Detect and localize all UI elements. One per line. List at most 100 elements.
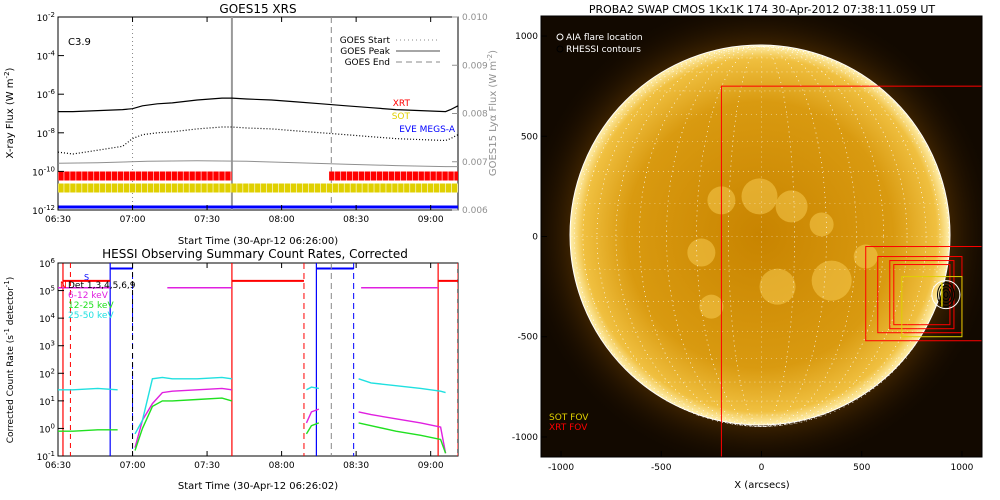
- swap-legend-label: AIA flare location: [566, 33, 643, 43]
- hessi-y-tick-label: 104: [39, 312, 55, 325]
- goes-legend-label: GOES End: [345, 58, 390, 68]
- hessi-plot-frame: [57, 262, 459, 457]
- hessi-series-1-seg-1: [134, 397, 233, 451]
- goes-xrs-panel: GOES15 XRS 06:30 07:00 07:30 08:00 08:30 09:0…: [3, 2, 499, 247]
- hessi-y-tick-exp: 6: [51, 257, 56, 265]
- goes-legend-label: GOES Start: [340, 36, 391, 46]
- swap-xrt-fov-box: [720, 85, 982, 457]
- hessi-y-tick-label: 105: [39, 285, 55, 298]
- swap-legend-label: RHESSI contours: [566, 45, 641, 55]
- swap-y-tick-label: 500: [521, 132, 538, 142]
- goes-y-tick-label: 10-2: [37, 11, 55, 24]
- swap-longitude-line: [639, 46, 884, 427]
- hessi-x-tick-label: 08:00: [269, 461, 295, 471]
- swap-longitude-line: [582, 46, 941, 427]
- goes-x-tick-label: 09:00: [418, 215, 444, 225]
- hessi-legend-label: Det 1,3,4,5,6,9: [68, 281, 136, 291]
- goes-class-label: C3.9: [68, 37, 91, 48]
- hessi-series-0-seg-2: [358, 411, 447, 454]
- swap-active-region: [699, 294, 724, 319]
- goes-x-tick-label: 07:30: [194, 215, 220, 225]
- goes-x-axis-label: Start Time (30-Apr-12 06:26:00): [178, 236, 338, 247]
- goes-coverage-eve-megs-a-0: [58, 205, 458, 209]
- hessi-panel: HESSI Observing Summary Count Rates, Cor…: [3, 247, 459, 492]
- goes-y-axis-label: X-ray Flux (W m-2): [3, 67, 16, 158]
- hessi-y-tick-label: 100: [39, 422, 55, 435]
- hessi-legend-label: 25-50 keV: [68, 311, 114, 321]
- swap-longitude-line: [666, 46, 857, 427]
- hessi-series-1-seg-3: [358, 422, 447, 454]
- hessi-y-tick-label: 101: [39, 395, 55, 408]
- goes-instrument-label: XRT: [393, 99, 411, 109]
- swap-x-tick-label: -500: [651, 463, 672, 473]
- hessi-y-axis-label: Corrected Count Rate (s-1 detector-1): [3, 277, 16, 444]
- hessi-series-2-seg-3: [358, 378, 446, 394]
- swap-longitude-line: [615, 46, 908, 427]
- swap-x-tick-label: -1000: [548, 463, 574, 473]
- hessi-y-tick-exp: 1: [51, 395, 55, 403]
- swap-flare-circle: [931, 280, 961, 310]
- hessi-series-2-seg-0: [58, 387, 118, 391]
- swap-legend-marker: [556, 33, 564, 41]
- swap-longitude-line: [728, 46, 795, 427]
- goes-series-1: [58, 126, 458, 155]
- hessi-x-tick-label: 07:00: [120, 461, 146, 471]
- goes-y2-tick-label: 0.010: [462, 13, 488, 23]
- swap-y-tick-label: -500: [518, 333, 539, 343]
- goes-coverage-xrt-0: [58, 171, 232, 181]
- hessi-x-tick-label: 08:30: [343, 461, 369, 471]
- swap-solar-disk: [570, 45, 950, 425]
- goes-y-tick-exp: -8: [48, 127, 55, 135]
- swap-x-axis-label: X (arcsecs): [734, 480, 790, 491]
- hessi-x-tick-label: 07:30: [194, 461, 220, 471]
- hessi-y-tick-exp: 3: [51, 340, 55, 348]
- goes-instrument-label: SOT: [392, 112, 411, 122]
- hessi-series-2-seg-1: [134, 376, 233, 435]
- goes-instrument-label: EVE MEGS-A: [399, 125, 456, 135]
- hessi-y-tick-exp: 2: [51, 367, 55, 375]
- goes-coverage-xrt-1: [328, 171, 458, 181]
- swap-active-region: [759, 268, 796, 305]
- goes-x-tick-label: 07:00: [120, 215, 146, 225]
- goes-y-tick-exp: -2: [48, 11, 55, 19]
- swap-x-tick-label: 1000: [951, 463, 974, 473]
- swap-xrt-fov-box-inner: [865, 246, 982, 342]
- hessi-series-1-seg-2: [305, 422, 320, 435]
- swap-active-region: [775, 190, 808, 223]
- swap-image-panel: PROBA2 SWAP CMOS 1Kx1K 174 30-Apr-2012 0…: [512, 3, 983, 491]
- swap-disk-features: [687, 178, 878, 319]
- goes-series-0: [58, 97, 458, 113]
- swap-legend-marker: [556, 45, 564, 53]
- goes-x-tick-label: 08:00: [269, 215, 295, 225]
- swap-legend-top: AIA flare location RHESSI contours: [556, 33, 643, 55]
- goes-y-tick-label: 10-4: [37, 50, 56, 63]
- goes-y-tick-exp: -4: [48, 50, 56, 58]
- goes-y2-tick-label: 0.009: [462, 61, 488, 71]
- goes-y2-tick-label: 0.006: [462, 206, 488, 216]
- hessi-y-tick-exp: 0: [51, 422, 55, 430]
- swap-sot-fov-box: [901, 276, 963, 338]
- hessi-series-1-seg-0: [58, 429, 118, 432]
- hessi-x-tick-label: 06:30: [45, 461, 71, 471]
- swap-y-tick-label: 1000: [515, 32, 538, 42]
- hessi-y-tick-exp: 5: [51, 285, 55, 293]
- swap-rhessi-contour: [939, 285, 953, 305]
- hessi-x-axis-label: Start Time (30-Apr-12 06:26:02): [178, 481, 338, 492]
- goes-y-tick-exp: -10: [44, 165, 55, 173]
- goes-y2-tick-label: 0.007: [462, 158, 488, 168]
- hessi-series-0-seg-1: [305, 408, 320, 424]
- goes-x-tick-label: 08:30: [343, 215, 369, 225]
- goes-series-2: [58, 160, 458, 168]
- hessi-legend-label: 6-12 keV: [68, 291, 109, 301]
- goes-x-tick-label: 06:30: [45, 215, 71, 225]
- swap-rhessi-contour: [943, 291, 949, 299]
- hessi-x-tick-label: 09:00: [418, 461, 444, 471]
- hessi-marker-n: N: [60, 281, 67, 291]
- goes-y2-axis-label: GOES15 Lyα Flux (W m-2): [486, 50, 499, 176]
- goes-title: GOES15 XRS: [219, 2, 296, 16]
- swap-longitude-line: [696, 46, 827, 427]
- hessi-marker-s: S: [84, 273, 89, 282]
- swap-active-region: [811, 260, 852, 301]
